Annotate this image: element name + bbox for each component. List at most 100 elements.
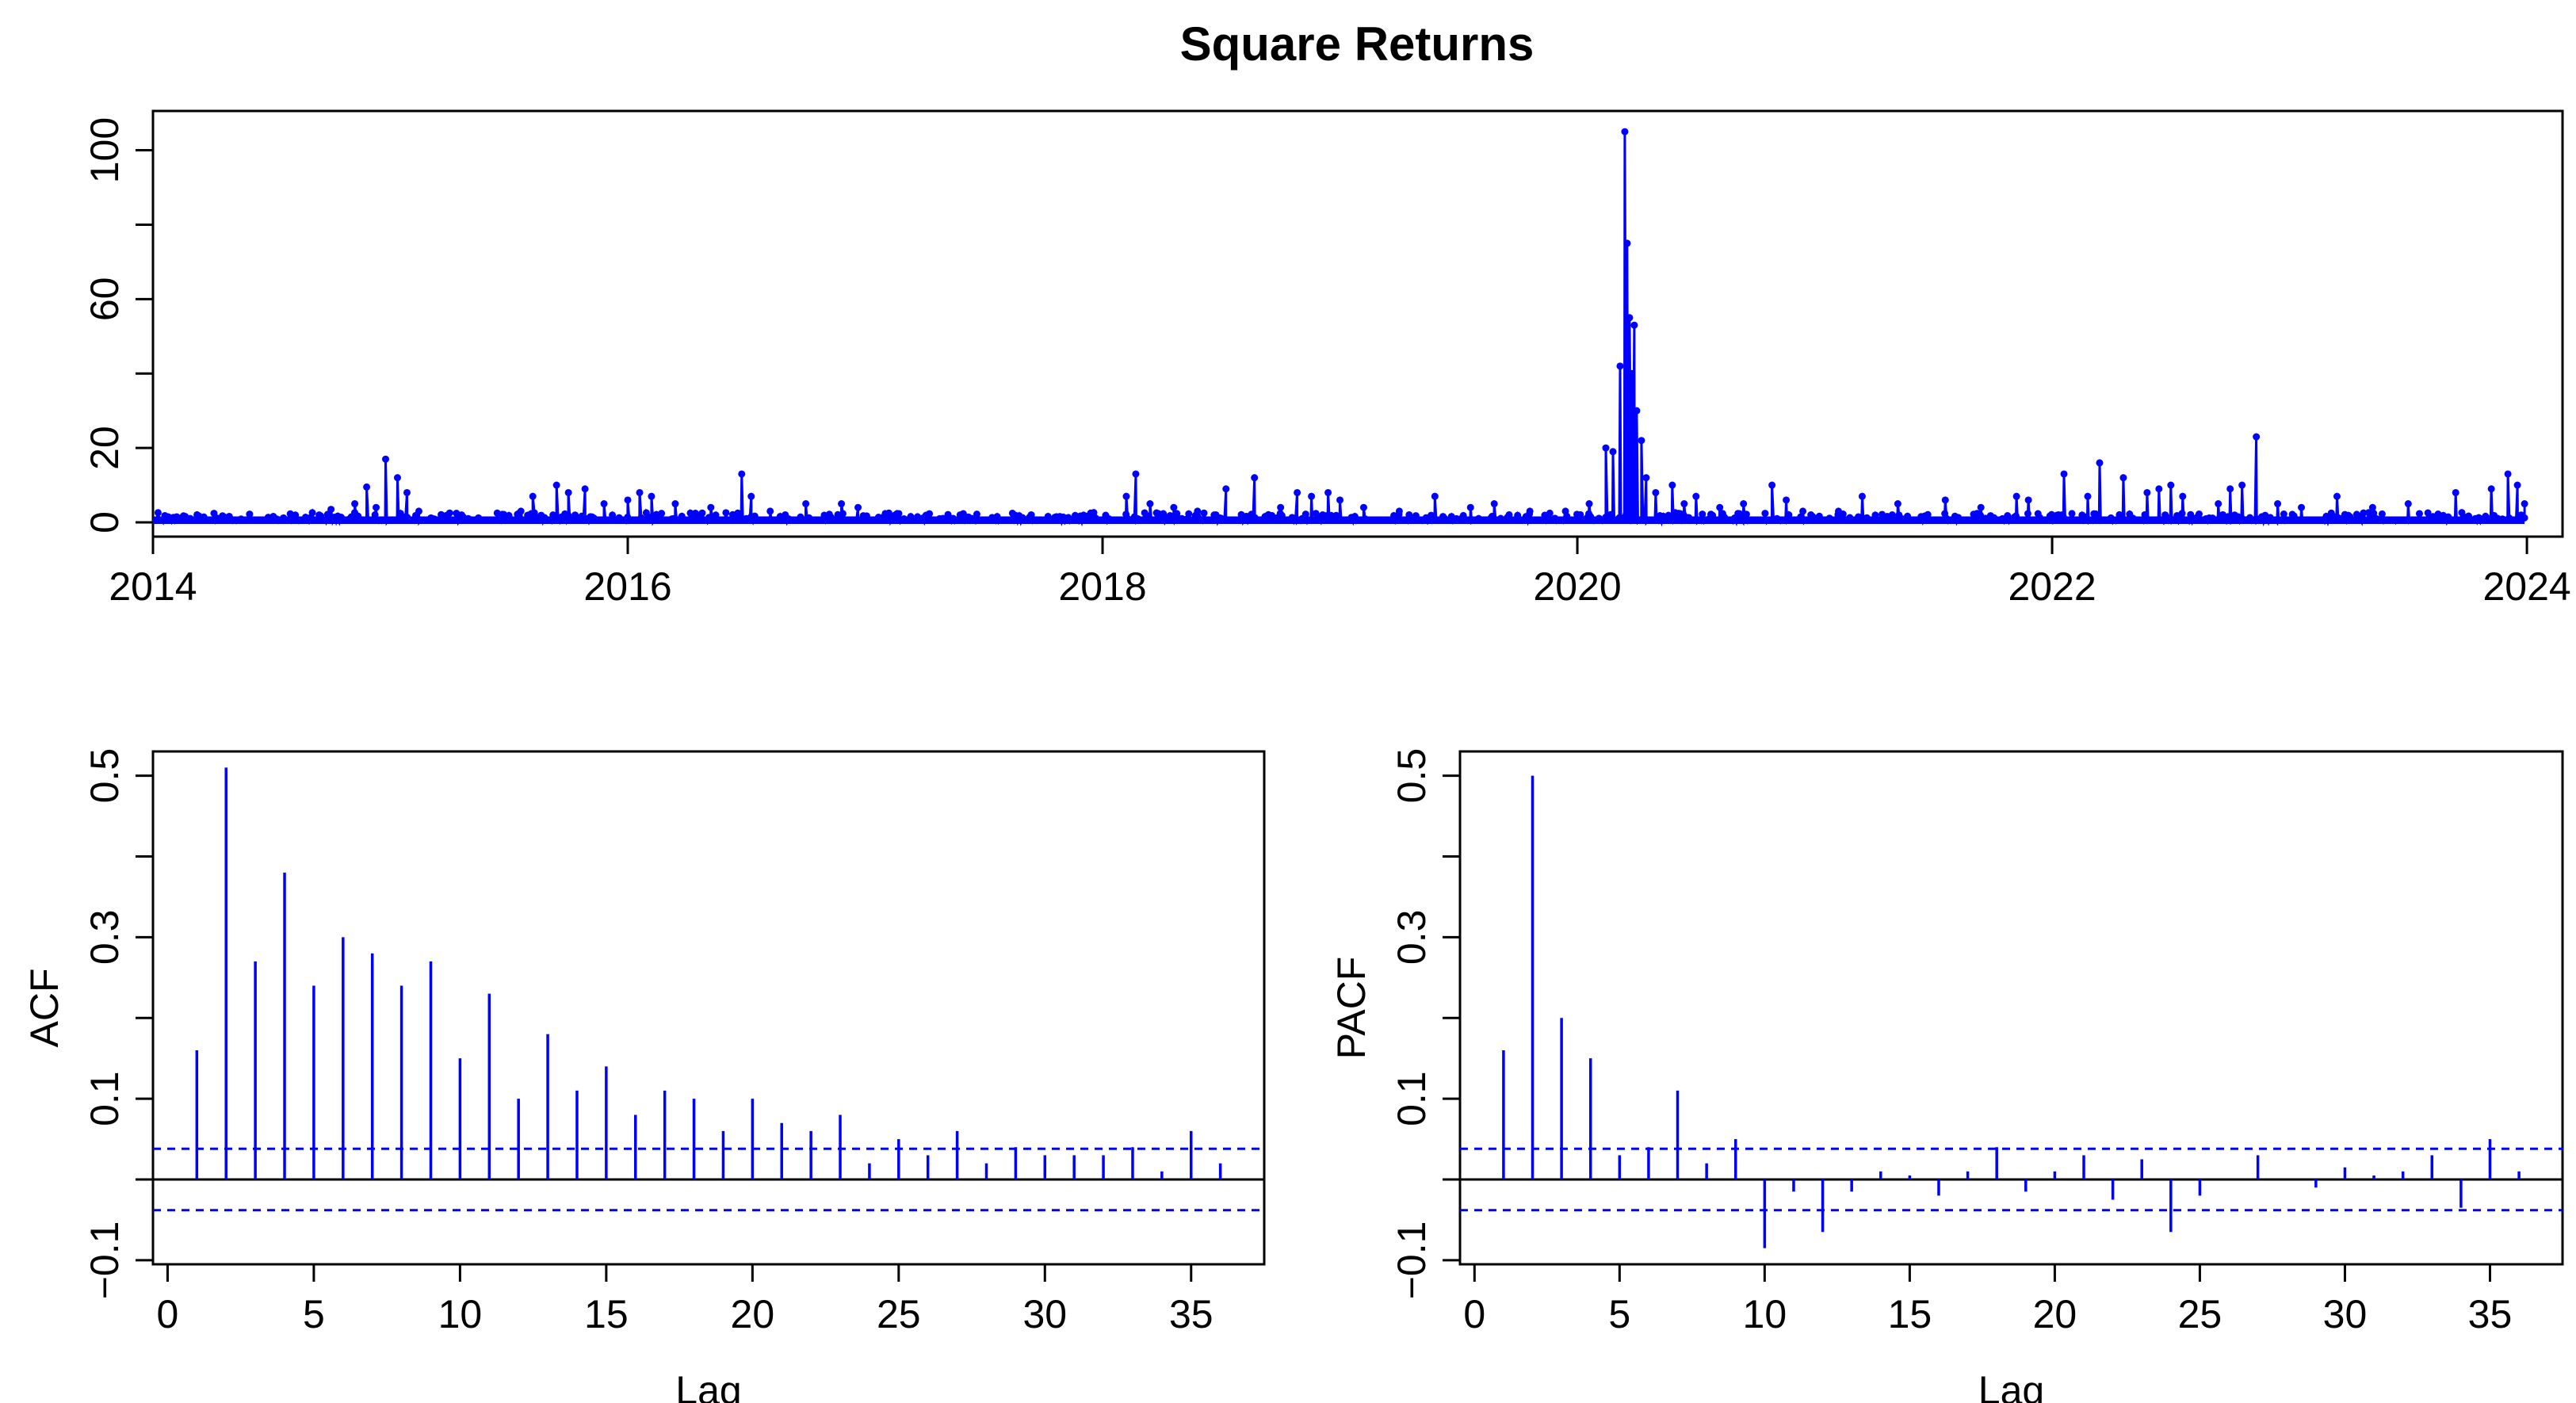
ts-point — [1783, 496, 1791, 504]
ts-point — [2024, 510, 2031, 518]
ts-y-tick-label: 60 — [82, 277, 127, 322]
ts-point — [1308, 492, 1316, 500]
ts-point — [1090, 509, 1098, 517]
pacf-x-tick-label: 10 — [1743, 1292, 1787, 1336]
ts-point — [1858, 492, 1866, 500]
ts-point — [1222, 485, 1230, 493]
ts-point — [2378, 510, 2386, 518]
ts-point — [698, 509, 706, 517]
ts-point — [2280, 510, 2287, 518]
ts-point — [1324, 488, 1332, 496]
time-series-panel: 0 20 60 100 2014 2016 2018 2020 2022 2024 — [82, 109, 2571, 609]
pacf-x-tick-label: 0 — [1463, 1292, 1485, 1336]
pacf-y-axis-label: PACF — [1329, 957, 1374, 1060]
ts-point — [838, 500, 846, 508]
ts-x-tick-label: 2020 — [1533, 564, 1621, 609]
ts-point — [1251, 474, 1259, 482]
ts-point — [2215, 500, 2222, 508]
ts-point — [1633, 407, 1641, 415]
ts-y-tick-label: 100 — [82, 117, 127, 183]
pacf-x-tick-label: 5 — [1608, 1292, 1630, 1336]
ts-point — [648, 492, 655, 500]
ts-point — [973, 510, 980, 518]
ts-point — [2253, 433, 2261, 441]
ts-point — [1526, 507, 1534, 515]
ts-point — [2024, 496, 2032, 504]
ts-point — [1466, 503, 1474, 511]
ts-point — [154, 509, 162, 517]
ts-point — [1294, 488, 1301, 496]
ts-point — [445, 509, 453, 517]
pacf-panel: −0.1 0.1 0.3 0.5 0 5 10 15 20 25 30 35 Lag PACF — [1329, 748, 2564, 1403]
ts-point — [1736, 510, 1744, 518]
ts-point — [2333, 492, 2341, 500]
ts-point — [2521, 500, 2528, 508]
acf-y-axis-label: ACF — [22, 969, 67, 1048]
ts-point — [1546, 509, 1554, 517]
acf-panel: −0.1 0.1 0.3 0.5 0 5 10 15 20 25 30 35 Lag ACF — [22, 748, 1266, 1403]
ts-point — [564, 488, 572, 496]
ts-point — [1132, 470, 1140, 478]
ts-point — [671, 500, 679, 508]
ts-point — [1621, 128, 1629, 136]
ts-point — [2238, 481, 2246, 489]
pacf-x-tick-label: 25 — [2178, 1292, 2222, 1336]
ts-point — [2060, 470, 2068, 478]
ts-point — [373, 503, 380, 511]
ts-point — [1277, 503, 1285, 511]
ts-point — [1623, 239, 1631, 247]
ts-point — [1200, 509, 1208, 517]
pacf-y-tick-label: 0.5 — [1389, 748, 1434, 804]
ts-point — [1839, 510, 1847, 518]
ts-point — [839, 510, 847, 518]
ts-point — [1699, 510, 1707, 518]
ts-point — [2084, 492, 2092, 500]
ts-point — [1742, 510, 1750, 518]
ts-point — [1431, 492, 1439, 500]
ts-point — [1630, 321, 1638, 329]
ts-point — [926, 510, 934, 518]
ts-point — [2178, 510, 2186, 518]
ts-x-tick-label: 2016 — [583, 564, 671, 609]
ts-point — [2298, 503, 2306, 511]
ts-point — [1799, 507, 1807, 515]
ts-point — [517, 507, 525, 515]
ts-point — [2368, 503, 2376, 511]
acf-x-tick-label: 35 — [1169, 1292, 1213, 1336]
ts-series-line — [151, 132, 2526, 527]
pacf-x-tick-label: 20 — [2033, 1292, 2077, 1336]
ts-point — [2119, 474, 2127, 482]
ts-point — [1740, 500, 1748, 508]
ts-point — [2068, 510, 2076, 518]
acf-x-tick-label: 25 — [877, 1292, 921, 1336]
ts-point — [1146, 500, 1154, 508]
ts-point — [1122, 492, 1130, 500]
ts-point — [1185, 510, 1193, 518]
ts-point — [1680, 500, 1688, 508]
pacf-plot-frame — [1458, 750, 2564, 1266]
ts-point — [2424, 509, 2432, 517]
ts-point — [327, 506, 335, 514]
ts-point — [1609, 448, 1617, 456]
ts-point — [747, 492, 755, 500]
ts-point — [1170, 503, 1178, 511]
ts-point — [393, 474, 401, 482]
ts-point — [2226, 485, 2234, 493]
ts-point — [552, 481, 560, 489]
acf-x-tick-label: 15 — [584, 1292, 629, 1336]
ts-point — [1602, 444, 1610, 452]
acf-y-tick-label: 0.1 — [82, 1071, 127, 1126]
ts-point — [722, 509, 730, 517]
ts-point — [2143, 488, 2151, 496]
ts-point — [1626, 314, 1634, 322]
acf-plot-frame — [151, 750, 1266, 1266]
ts-point — [403, 488, 411, 496]
ts-point — [363, 483, 371, 491]
ts-point — [1490, 500, 1498, 508]
ts-plot-frame — [151, 109, 2564, 538]
ts-point — [2404, 500, 2412, 508]
ts-point — [1607, 510, 1615, 518]
ts-point — [2179, 492, 2187, 500]
ts-point — [854, 503, 862, 511]
